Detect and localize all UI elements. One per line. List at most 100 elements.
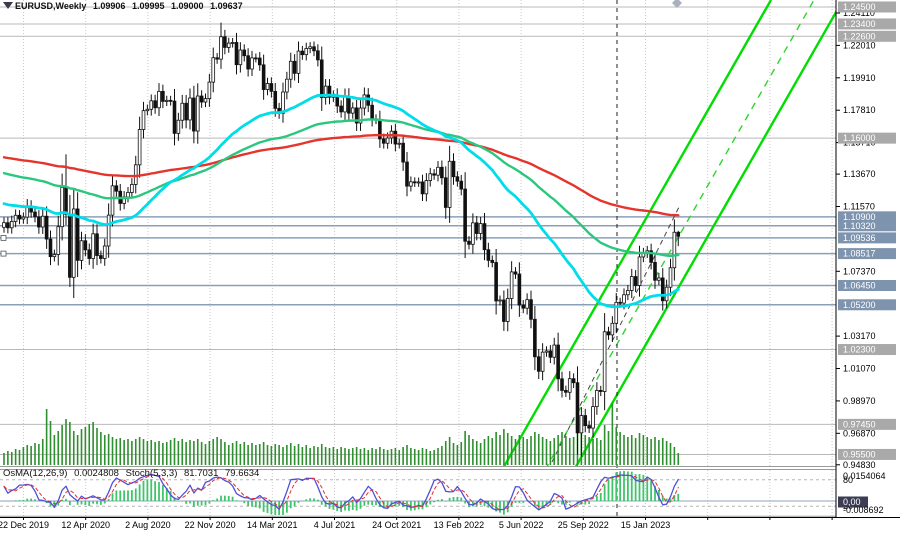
candle-body <box>149 100 154 110</box>
volume-bar <box>506 433 509 465</box>
osma-bar <box>514 501 517 503</box>
price-scale[interactable]: 1.241101.220101.199101.178101.157101.136… <box>835 0 900 517</box>
volume-bar <box>475 441 478 465</box>
volume-bar <box>255 445 257 465</box>
volume-bar <box>417 450 420 465</box>
stoch-label: Stoch(5,3,3) <box>125 468 178 479</box>
volume-bar <box>231 443 234 465</box>
time-scale[interactable]: 22 Dec 2019 12 Apr 2020 2 Aug 2020 22 Nov 2… <box>0 517 833 530</box>
osma-bar <box>142 480 145 501</box>
price-tick-label: 1.01070 <box>843 364 876 374</box>
grid-layer <box>23 0 833 516</box>
volume-bar <box>603 425 606 465</box>
candle-body <box>102 245 107 259</box>
volume-bar <box>165 442 168 465</box>
osma-bar <box>623 471 625 501</box>
volume-bar <box>448 437 451 465</box>
candle-body <box>110 185 115 216</box>
osma-bar <box>572 501 575 502</box>
candle-body <box>482 223 487 251</box>
volume-bar <box>371 448 373 465</box>
volume-bar <box>623 435 625 465</box>
candle-body <box>308 46 312 49</box>
candle-body <box>571 378 576 384</box>
trendline-dashed[interactable] <box>551 204 681 463</box>
osma-bar <box>220 495 222 501</box>
price-badge-label: 1.02300 <box>843 345 876 355</box>
osma-bar <box>413 501 416 511</box>
volume-bar <box>328 448 331 465</box>
osma-bar <box>26 498 29 501</box>
osma-bar <box>530 501 532 502</box>
candle-body <box>424 180 429 195</box>
volume-bar <box>661 438 664 465</box>
candle-body <box>381 138 386 144</box>
candle-body <box>517 273 522 306</box>
osma-bar <box>642 474 645 501</box>
osma-bar <box>626 471 629 501</box>
price-badge-label: 1.05200 <box>843 300 876 310</box>
candle-body <box>668 267 673 288</box>
channel-line <box>502 0 773 466</box>
osma-bar <box>526 501 529 502</box>
volume-bar <box>138 437 141 465</box>
osma-bar <box>344 501 346 511</box>
osma-bar <box>103 501 106 504</box>
volume-bar <box>363 448 366 465</box>
volume-bar <box>627 437 629 465</box>
volume-bar <box>324 447 327 465</box>
volume-bar <box>173 438 176 465</box>
osma-bar <box>669 498 672 501</box>
volume-bar <box>289 443 292 465</box>
candle-body <box>223 36 227 48</box>
osma-bar <box>448 497 451 501</box>
volume-bar <box>84 427 87 465</box>
time-label: 14 Mar 2021 <box>247 520 298 530</box>
volume-bar <box>634 438 637 465</box>
ohlc-low: 1.09000 <box>171 1 204 11</box>
osma-bar <box>471 501 474 507</box>
volume-bar <box>348 449 350 465</box>
volume-bar <box>150 440 153 465</box>
osma-bar <box>677 493 680 501</box>
volume-bar <box>313 446 315 465</box>
price-tick-label: 1.19910 <box>843 73 876 83</box>
candle-body <box>316 50 320 61</box>
time-label: 13 Feb 2022 <box>434 520 485 530</box>
candle-body <box>215 57 219 60</box>
osma-bar <box>235 500 238 501</box>
volume-bar <box>642 435 645 465</box>
volume-bar <box>154 442 156 465</box>
price-badge <box>838 344 896 356</box>
volume-bar <box>630 435 633 465</box>
osma-bar <box>607 479 610 501</box>
osma-bar <box>251 501 253 507</box>
volume-bar <box>421 448 424 465</box>
candle-body <box>60 186 64 228</box>
candle-body <box>598 390 603 392</box>
volume-bar <box>526 439 528 465</box>
osma-bar <box>561 501 563 505</box>
volume-bar <box>38 444 40 465</box>
osma-bar <box>231 496 234 501</box>
candle-body <box>467 240 471 245</box>
candle-body <box>653 261 657 281</box>
volume-bar <box>615 427 618 465</box>
candle-body <box>397 142 402 145</box>
levels-layer[interactable] <box>0 6 836 455</box>
trend-channel[interactable] <box>502 0 843 470</box>
volume-bar <box>34 443 36 465</box>
osma-bar <box>336 501 339 512</box>
volume-bar <box>169 440 172 465</box>
osma-bar <box>588 501 591 505</box>
volume-bar <box>495 432 497 465</box>
volume-bar <box>545 439 548 465</box>
candle-body <box>552 344 557 358</box>
candle-body <box>71 208 76 278</box>
candle-body <box>591 406 595 429</box>
osma-bar <box>243 501 246 504</box>
osma-bar <box>72 501 75 502</box>
candle-body <box>575 382 580 434</box>
osma-bar <box>402 501 405 508</box>
